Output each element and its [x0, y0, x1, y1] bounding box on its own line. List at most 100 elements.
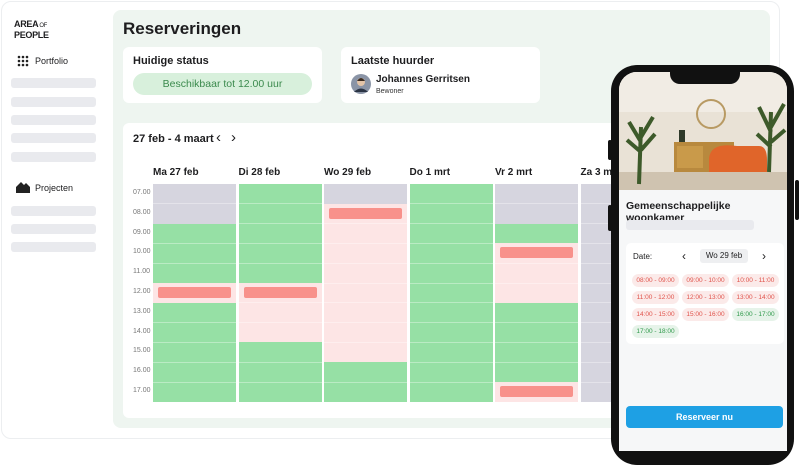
hour-divider — [324, 322, 407, 324]
placeholder — [11, 133, 96, 143]
prev-week[interactable]: ‹ — [216, 129, 221, 146]
time-block — [238, 342, 322, 402]
booking[interactable] — [500, 247, 573, 259]
hour-label: 11.00 — [133, 268, 150, 276]
phone-button — [795, 180, 799, 220]
logo-word: PEOPLE — [14, 30, 49, 40]
hour-label: 14.00 — [133, 327, 151, 335]
logo: AREAOF PEOPLE — [14, 20, 49, 40]
hour-divider — [153, 322, 236, 324]
hour-label: 09.00 — [133, 228, 151, 236]
hour-divider — [238, 302, 322, 304]
hour-divider — [153, 361, 236, 363]
next-week[interactable]: › — [231, 129, 236, 146]
placeholder — [11, 224, 96, 234]
logo-word: AREA — [14, 19, 39, 29]
nav-item[interactable]: Portfolio — [35, 56, 69, 66]
phone-notch — [670, 66, 740, 84]
time-block — [153, 223, 236, 283]
time-slot[interactable]: 17:00 - 18:00 — [632, 325, 679, 338]
tenant-name: Johannes Gerritsen — [376, 74, 470, 85]
hour-divider — [324, 282, 407, 284]
time-block — [153, 184, 236, 224]
hour-divider — [238, 262, 322, 264]
day-header: Di 28 feb — [238, 167, 281, 178]
time-slot[interactable]: 16:00 - 17:00 — [732, 308, 779, 321]
hour-label: 08.00 — [133, 208, 151, 216]
hour-divider — [238, 381, 322, 383]
time-slot[interactable]: 15:00 - 16:00 — [682, 308, 729, 321]
placeholder — [11, 152, 96, 162]
hour-divider — [495, 341, 578, 343]
hour-divider — [409, 223, 493, 225]
time-block — [238, 184, 322, 283]
prev-day[interactable]: ‹ — [682, 249, 686, 263]
next-day[interactable]: › — [762, 249, 766, 263]
phone-button — [608, 140, 612, 160]
time-block — [495, 223, 578, 244]
reserve-button[interactable]: Reserveer nu — [626, 406, 783, 428]
hour-divider — [495, 262, 578, 264]
placeholder — [11, 97, 96, 107]
time-slot[interactable]: 14:00 - 15:00 — [632, 308, 679, 321]
portfolio-icon — [17, 55, 29, 67]
booking[interactable] — [158, 287, 231, 298]
time-block — [324, 203, 407, 363]
time-slot[interactable]: 13:00 - 14:00 — [732, 291, 779, 304]
phone-button — [608, 205, 612, 231]
time-block — [409, 184, 493, 402]
time-slot[interactable]: 08:00 - 09:00 — [632, 274, 679, 287]
hour-label: 17.00 — [133, 387, 151, 394]
time-block — [324, 362, 407, 402]
hour-label: 13.00 — [133, 307, 151, 315]
nav-item[interactable]: Projecten — [35, 183, 74, 193]
hour-divider — [153, 381, 236, 383]
status-badge: Beschikbaar tot 12.00 uur — [133, 73, 312, 95]
card-title: Huidige status — [133, 55, 209, 67]
booking[interactable] — [329, 207, 402, 219]
hour-label: 07.00 — [133, 189, 151, 196]
hour-divider — [324, 302, 407, 304]
hour-label: 15.00 — [133, 347, 151, 355]
booking[interactable] — [243, 287, 317, 298]
time-slot[interactable]: 12:00 - 13:00 — [682, 291, 729, 304]
page-title: Reserveringen — [123, 19, 242, 38]
tenant-card: Laatste huurder Johannes Gerritsen Bewon… — [341, 47, 540, 103]
time-block — [153, 302, 236, 402]
calendar-range: 27 feb - 4 maart — [133, 133, 214, 145]
hour-divider — [238, 203, 322, 205]
hour-divider — [409, 361, 493, 363]
hour-divider — [153, 203, 236, 205]
hour-divider — [238, 361, 322, 363]
placeholder — [11, 206, 96, 216]
hour-divider — [409, 282, 493, 284]
hour-divider — [153, 262, 236, 264]
time-slot[interactable]: 10:00 - 11:00 — [732, 274, 779, 287]
card-title: Laatste huurder — [351, 55, 435, 67]
date-card: Date: ‹ Wo 29 feb › 08:00 - 09:00 09:00 -… — [626, 243, 784, 344]
date-pill: Wo 29 feb — [700, 249, 748, 263]
avatar — [351, 74, 371, 94]
hour-label: 12.00 — [133, 288, 151, 295]
hour-divider — [409, 302, 493, 304]
hour-divider — [324, 223, 407, 225]
hour-divider — [495, 203, 578, 205]
hour-divider — [324, 341, 407, 343]
time-slot[interactable]: 09:00 - 10:00 — [682, 274, 729, 287]
time-slot[interactable]: 11:00 - 12:00 — [632, 291, 679, 304]
placeholder — [626, 220, 754, 230]
hour-label: 10.00 — [133, 248, 151, 256]
projecten-icon — [16, 182, 30, 193]
date-label: Date: — [633, 252, 653, 261]
placeholder — [11, 115, 96, 125]
hour-divider — [495, 322, 578, 324]
booking[interactable] — [500, 386, 573, 397]
hour-divider — [495, 361, 578, 363]
hour-divider — [409, 341, 493, 343]
status-card: Huidige status Beschikbaar tot 12.00 uur — [123, 47, 322, 103]
hour-divider — [495, 282, 578, 284]
hour-divider — [238, 242, 322, 244]
hour-divider — [153, 341, 236, 343]
hour-divider — [238, 322, 322, 324]
